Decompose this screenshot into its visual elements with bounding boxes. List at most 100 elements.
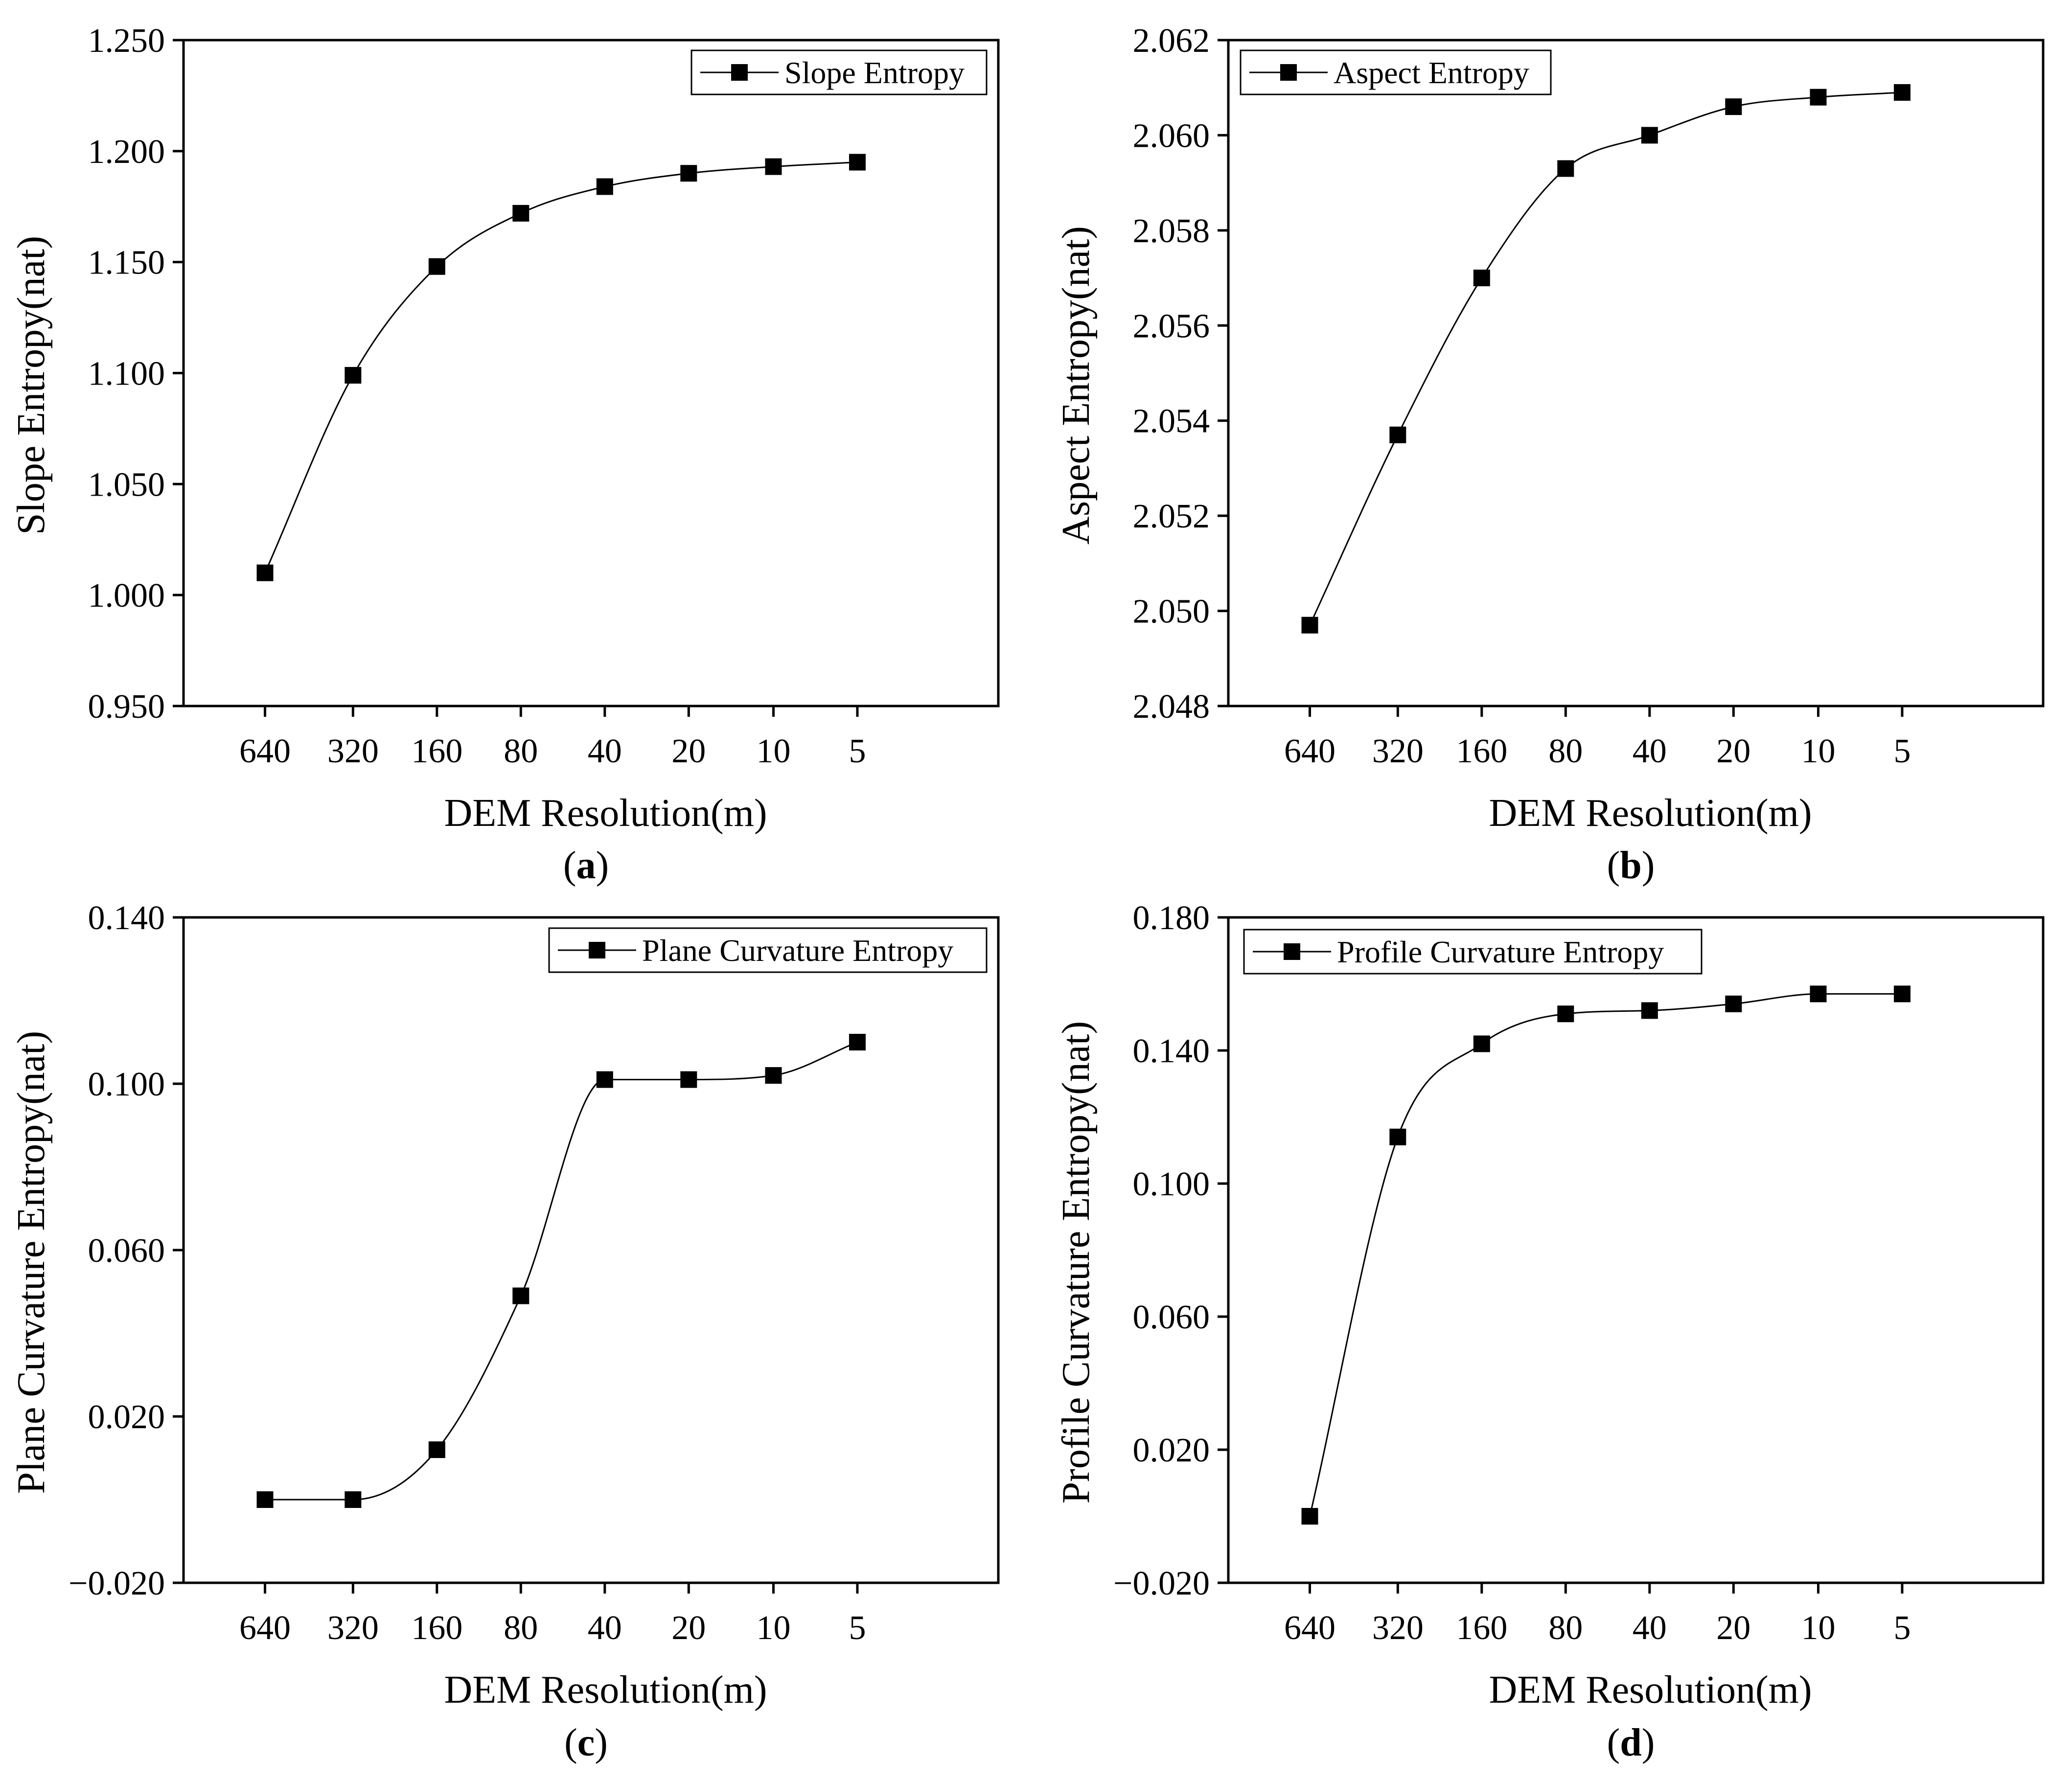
plot-frame [1227, 39, 2045, 707]
x-tick-label: 320 [327, 732, 379, 770]
legend-label: Profile Curvature Entropy [1337, 935, 1664, 969]
y-tick-label: −0.020 [1113, 1565, 1210, 1602]
y-tick-label: 0.020 [1133, 1432, 1210, 1469]
caption-paren-close: ) [596, 844, 609, 887]
data-point [680, 165, 697, 182]
x-tick-label: 5 [849, 1609, 866, 1647]
legend-marker [1284, 943, 1300, 960]
panel-caption: (b) [1607, 844, 1655, 887]
caption-letter: d [1620, 1721, 1642, 1764]
y-tick-label: 0.100 [88, 1066, 165, 1103]
x-tick-label: 10 [756, 732, 790, 770]
legend-label: Plane Curvature Entropy [642, 933, 953, 968]
y-tick-label: 2.060 [1133, 117, 1210, 155]
caption-letter: b [1620, 844, 1642, 887]
y-tick-label: 1.000 [88, 577, 165, 615]
x-tick-label: 80 [1548, 732, 1583, 770]
legend-label: Slope Entropy [784, 55, 965, 90]
x-tick-label: 10 [1801, 732, 1835, 770]
x-tick-label: 640 [1284, 1609, 1335, 1647]
panel-caption: (d) [1607, 1721, 1655, 1764]
data-point [1389, 1128, 1406, 1145]
panel-c: −0.020 0.020 0.060 0.100 0.140 640 320 160 80 40 2… [10, 899, 1000, 1764]
y-tick-label: 0.950 [88, 688, 165, 726]
x-tick-label: 40 [588, 1609, 622, 1647]
data-point [1301, 1508, 1318, 1525]
data-point [256, 1491, 274, 1508]
y-tick-label: 1.150 [88, 244, 165, 282]
data-point [1725, 98, 1742, 115]
legend-label: Aspect Entropy [1334, 55, 1529, 90]
panel-b: 2.048 2.050 2.052 2.054 2.056 2.058 2.060 2.062… [1055, 22, 2045, 887]
caption-paren-open: ( [564, 1721, 577, 1764]
data-point [765, 1067, 782, 1084]
y-tick-label: 0.060 [88, 1232, 165, 1270]
y-tick-label: 1.050 [88, 466, 165, 503]
caption-paren-close: ) [595, 1721, 608, 1764]
panel-caption: (a) [563, 844, 609, 887]
x-tick-label: 640 [239, 732, 291, 770]
y-tick-label: 0.140 [1133, 1032, 1210, 1070]
x-tick-label: 10 [1801, 1609, 1835, 1647]
y-axis-title: Aspect Entropy(nat) [1055, 226, 1098, 545]
data-point [1301, 616, 1318, 634]
data-point [512, 205, 530, 222]
data-point [428, 1441, 445, 1458]
legend-marker [1280, 64, 1297, 81]
caption-paren-open: ( [1607, 844, 1620, 887]
caption-paren-close: ) [1642, 1721, 1655, 1764]
x-tick-label: 320 [1372, 1609, 1424, 1647]
caption-letter: a [576, 844, 596, 887]
x-tick-label: 5 [849, 732, 866, 770]
data-point [765, 158, 782, 175]
y-tick-label: 0.020 [88, 1398, 165, 1436]
data-point [345, 367, 362, 384]
y-tick-label: 2.050 [1133, 593, 1210, 631]
data-point [256, 564, 274, 581]
x-tick-label: 80 [1548, 1609, 1583, 1647]
y-tick-label: 2.058 [1133, 212, 1210, 250]
y-tick-label: 0.140 [88, 899, 165, 937]
y-axis-title: Plane Curvature Entropy(nat) [10, 1031, 53, 1494]
x-tick-label: 640 [239, 1609, 291, 1647]
caption-letter: c [577, 1721, 595, 1764]
y-tick-label: 2.054 [1133, 403, 1210, 440]
x-tick-label: 20 [671, 732, 706, 770]
data-point [596, 1071, 613, 1088]
x-tick-label: 160 [411, 732, 462, 770]
x-tick-label: 5 [1893, 1609, 1911, 1647]
caption-paren-close: ) [1642, 844, 1655, 887]
data-point [1810, 89, 1827, 106]
panel-caption: (c) [564, 1721, 608, 1764]
x-tick-label: 320 [327, 1609, 379, 1647]
legend-marker [731, 64, 748, 81]
data-point [1893, 84, 1911, 101]
y-tick-label: 1.100 [88, 355, 165, 393]
x-tick-label: 40 [1633, 1609, 1667, 1647]
x-axis-title: DEM Resolution(m) [1489, 792, 1812, 835]
data-point [1725, 995, 1742, 1012]
caption-paren-open: ( [1607, 1721, 1620, 1764]
x-tick-label: 160 [411, 1609, 462, 1647]
y-tick-label: 1.250 [88, 22, 165, 60]
data-point [849, 1034, 866, 1050]
x-tick-label: 80 [504, 1609, 538, 1647]
x-tick-label: 20 [671, 1609, 706, 1647]
y-axis-title: Profile Curvature Entropy(nat) [1055, 1021, 1098, 1504]
data-point [1641, 127, 1658, 144]
x-tick-label: 20 [1716, 732, 1750, 770]
data-point [1893, 985, 1911, 1003]
y-tick-label: 2.052 [1133, 498, 1210, 535]
data-point [512, 1287, 530, 1304]
data-point [1557, 1005, 1574, 1023]
y-axis-title: Slope Entropy(nat) [10, 236, 53, 535]
y-tick-label: 0.180 [1133, 899, 1210, 937]
data-point [1810, 985, 1827, 1003]
data-point [1641, 1002, 1658, 1019]
data-point [1389, 426, 1406, 443]
legend: Slope Entropy [691, 49, 988, 95]
x-tick-label: 5 [1893, 732, 1911, 770]
y-tick-label: 1.200 [88, 133, 165, 171]
